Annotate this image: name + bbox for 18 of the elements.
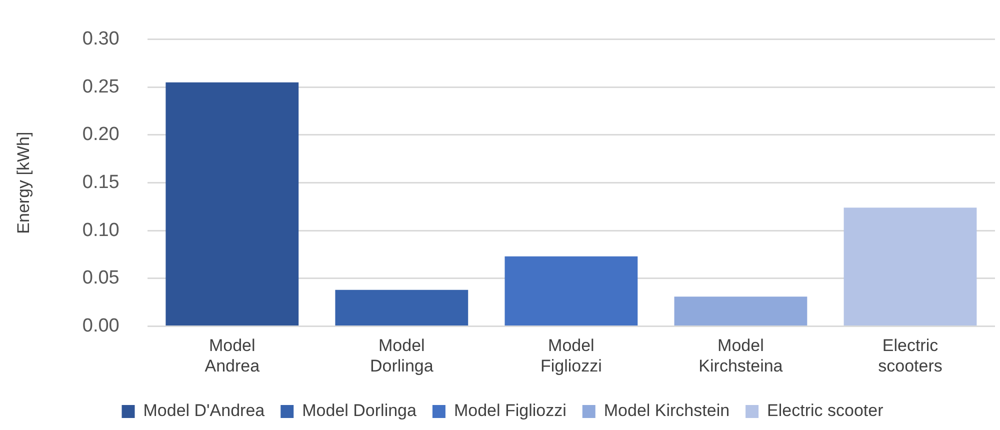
x-tick-label: Model Andrea bbox=[204, 336, 260, 376]
y-tick-label: 0.10 bbox=[82, 220, 120, 241]
y-tick-label: 0.05 bbox=[82, 268, 120, 289]
x-tick-label: Model Figliozzi bbox=[540, 336, 602, 376]
y-tick-label: 0.30 bbox=[82, 28, 120, 50]
legend-label: Model D'Andrea bbox=[143, 401, 266, 420]
y-axis-title: Energy [kWh] bbox=[14, 132, 33, 234]
y-tick-label: 0.00 bbox=[82, 315, 120, 336]
legend-label: Electric scooter bbox=[767, 401, 884, 420]
x-tick-label: Electric scooters bbox=[878, 336, 942, 376]
x-tick-label: Model Dorlinga bbox=[370, 336, 434, 376]
x-tick-label: Model Kirchsteina bbox=[698, 336, 784, 376]
y-tick-label: 0.15 bbox=[82, 172, 120, 194]
legend-label: Model Figliozzi bbox=[454, 401, 566, 420]
legend-label: Model Kirchstein bbox=[604, 401, 730, 420]
y-tick-label: 0.25 bbox=[82, 76, 120, 98]
legend-label: Model Dorlinga bbox=[302, 401, 417, 420]
y-tick-label: 0.20 bbox=[82, 124, 120, 146]
